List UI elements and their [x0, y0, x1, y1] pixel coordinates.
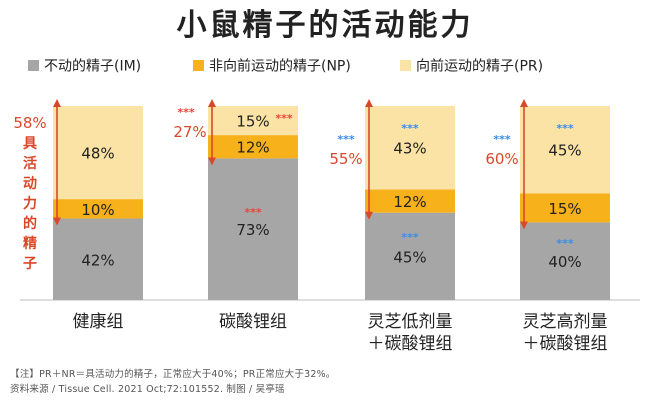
active-sperm-percent: 27% — [173, 123, 206, 141]
data-label: 73% — [236, 221, 269, 239]
legend-swatch — [193, 60, 204, 71]
active-sperm-percent: 58% — [13, 114, 46, 132]
source-credit: 资料来源 / Tissue Cell. 2021 Oct;72:101552. … — [10, 384, 285, 395]
significance-marker: *** — [177, 106, 195, 119]
active-sperm-side-label: 子 — [23, 256, 37, 272]
significance-marker: *** — [493, 133, 511, 146]
significance-marker: *** — [401, 122, 419, 135]
bar-segment — [208, 158, 298, 300]
data-label: 15% — [236, 113, 269, 131]
bar-segment — [365, 106, 455, 190]
significance-marker: *** — [244, 206, 262, 219]
active-sperm-side-label: 力 — [23, 195, 37, 212]
category-label: ＋碳酸锂组 — [368, 334, 453, 354]
footnote: 【注】PR＋NR＝具活动力的精子，正常应大于40%；PR正常应大于32%。 — [10, 369, 336, 380]
active-sperm-side-label: 的 — [23, 215, 37, 232]
legend-swatch — [400, 60, 411, 71]
active-sperm-side-label: 具 — [22, 136, 37, 152]
legend-swatch — [28, 60, 39, 71]
data-label: 42% — [81, 251, 114, 269]
bar-segment — [520, 193, 610, 223]
active-sperm-side-label: 动 — [23, 175, 37, 192]
data-label: 15% — [548, 200, 581, 218]
data-label: 45% — [393, 248, 426, 266]
data-label: 40% — [548, 253, 581, 271]
category-label: 健康组 — [73, 312, 124, 332]
bar-segment — [53, 218, 143, 300]
data-label: 10% — [81, 201, 114, 219]
category-label: 灵芝低剂量 — [368, 312, 453, 332]
chart-title: 小鼠精子的活动能力 — [177, 8, 474, 43]
active-sperm-percent: 55% — [329, 150, 362, 168]
bar-segment — [365, 212, 455, 300]
data-label: 48% — [81, 145, 114, 163]
significance-marker: *** — [401, 231, 419, 244]
significance-marker: *** — [337, 133, 355, 146]
legend-label: 向前运动的精子(PR) — [416, 58, 543, 75]
significance-marker: *** — [556, 122, 574, 135]
bar-segment — [53, 106, 143, 200]
bar-segment — [53, 199, 143, 219]
bar-segment — [365, 189, 455, 213]
active-sperm-percent: 60% — [485, 150, 518, 168]
legend-label: 不动的精子(IM) — [44, 59, 141, 75]
data-label: 45% — [548, 142, 581, 160]
data-label: 43% — [393, 140, 426, 158]
legend-label: 非向前运动的精子(NP) — [209, 58, 351, 75]
bar-segment — [208, 106, 298, 136]
bar-segment — [520, 222, 610, 300]
bar-segment — [520, 106, 610, 194]
category-label: 碳酸锂组 — [219, 312, 287, 332]
active-sperm-side-label: 精 — [23, 235, 37, 252]
significance-marker: *** — [556, 237, 574, 250]
significance-marker: *** — [275, 112, 293, 125]
bar-segment — [208, 135, 298, 159]
data-label: 12% — [393, 193, 426, 211]
data-label: 12% — [236, 139, 269, 157]
active-sperm-side-label: 活 — [23, 155, 37, 172]
category-label: ＋碳酸锂组 — [523, 334, 608, 354]
category-label: 灵芝高剂量 — [523, 312, 608, 332]
